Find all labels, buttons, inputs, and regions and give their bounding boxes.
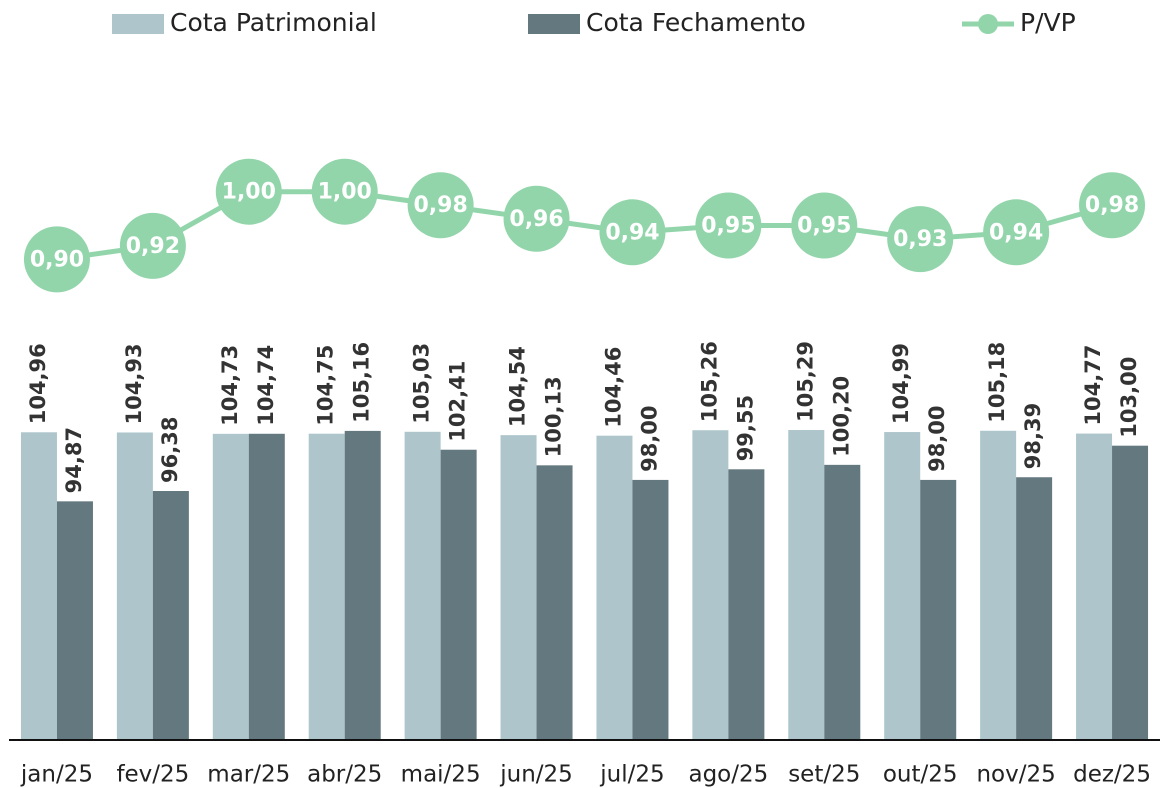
line: [56, 189, 1113, 262]
line-marker: [695, 192, 762, 259]
line-marker: [119, 212, 186, 279]
bar-value-label: 104,73: [218, 345, 242, 426]
x-tick-label: nov/25: [976, 762, 1055, 788]
bar: [212, 433, 249, 740]
bar-value-label: 100,13: [542, 376, 566, 457]
bar: [116, 432, 153, 740]
x-tick-label: mar/25: [207, 762, 290, 788]
bar-value-label: 104,75: [314, 345, 338, 426]
bar: [632, 479, 669, 740]
line-marker: [23, 226, 90, 293]
legend-marker: [978, 14, 998, 34]
line-marker: [599, 199, 666, 266]
bar: [824, 464, 861, 740]
x-tick-label: mai/25: [401, 762, 481, 788]
bar: [692, 430, 729, 740]
bar: [440, 449, 477, 740]
bar: [248, 433, 285, 740]
legend-label: Cota Patrimonial: [170, 8, 377, 37]
x-tick-label: set/25: [788, 762, 860, 788]
x-tick-label: abr/25: [307, 762, 382, 788]
bar: [1016, 477, 1053, 740]
line-value-label: 0,93: [893, 227, 947, 252]
line-marker: [791, 192, 858, 259]
line-value-label: 0,95: [701, 214, 755, 239]
bar-value-label: 104,74: [254, 345, 278, 426]
bar: [980, 430, 1017, 740]
x-tick-label: ago/25: [688, 762, 768, 788]
bar-value-label: 105,16: [350, 342, 374, 423]
bar: [728, 469, 765, 740]
bar-value-label: 104,54: [506, 346, 530, 427]
line-value-label: 1,00: [222, 180, 276, 205]
line-value-label: 0,92: [126, 234, 180, 259]
bar: [500, 435, 537, 740]
bar-value-label: 104,93: [122, 343, 146, 424]
x-tick-label: dez/25: [1073, 762, 1151, 788]
bar-value-label: 105,03: [410, 343, 434, 424]
line-value-label: 1,00: [318, 180, 372, 205]
legend-swatch: [112, 14, 164, 34]
line-value-label: 0,98: [1085, 193, 1139, 218]
bar: [404, 431, 441, 740]
bar-value-label: 104,46: [601, 347, 625, 428]
bar-value-label: 98,00: [637, 405, 661, 471]
bar: [920, 479, 957, 740]
line-value-label: 0,96: [509, 207, 563, 232]
line-value-label: 0,94: [605, 220, 659, 245]
x-tick-label: fev/25: [116, 762, 189, 788]
bar-value-label: 100,20: [829, 376, 853, 457]
x-tick-label: jan/25: [20, 762, 93, 788]
bar: [344, 430, 381, 740]
x-tick-label: jun/25: [499, 762, 573, 788]
line-value-label: 0,90: [30, 247, 84, 272]
bar-value-label: 94,87: [62, 427, 86, 493]
line-value-label: 0,98: [413, 193, 467, 218]
bar-value-label: 98,39: [1021, 403, 1045, 469]
line-marker: [215, 158, 282, 225]
line-value-label: 0,95: [797, 214, 851, 239]
bar-value-label: 104,77: [1081, 345, 1105, 426]
line-marker: [983, 199, 1050, 266]
legend-swatch: [528, 14, 580, 34]
legend-label: P/VP: [1020, 8, 1076, 37]
bar: [536, 465, 573, 740]
bar-value-label: 96,38: [158, 417, 182, 483]
line-marker: [1079, 172, 1146, 239]
line-marker: [407, 172, 474, 239]
x-tick-label: out/25: [883, 762, 958, 788]
bar-value-label: 99,55: [733, 395, 757, 461]
bar: [596, 435, 633, 740]
legend-label: Cota Fechamento: [586, 8, 806, 37]
bar-value-label: 104,99: [889, 343, 913, 424]
line-marker: [887, 206, 954, 273]
bar: [788, 430, 825, 740]
bar-value-label: 105,26: [697, 341, 721, 422]
line-value-label: 0,94: [989, 220, 1043, 245]
bar: [20, 432, 57, 740]
x-tick-label: jul/25: [599, 762, 664, 788]
bar-value-label: 105,18: [985, 342, 1009, 423]
line-marker: [311, 158, 378, 225]
bar-value-label: 103,00: [1117, 357, 1141, 438]
bar-value-label: 102,41: [446, 361, 470, 442]
bar: [884, 432, 921, 740]
bar-value-label: 105,29: [793, 341, 817, 422]
bar: [308, 433, 345, 740]
bar: [152, 490, 189, 740]
bar-value-label: 104,96: [26, 343, 50, 424]
bar: [1076, 433, 1113, 740]
bar: [56, 501, 93, 740]
bar: [1112, 445, 1149, 740]
bar-value-label: 98,00: [925, 405, 949, 471]
line-marker: [503, 185, 570, 252]
